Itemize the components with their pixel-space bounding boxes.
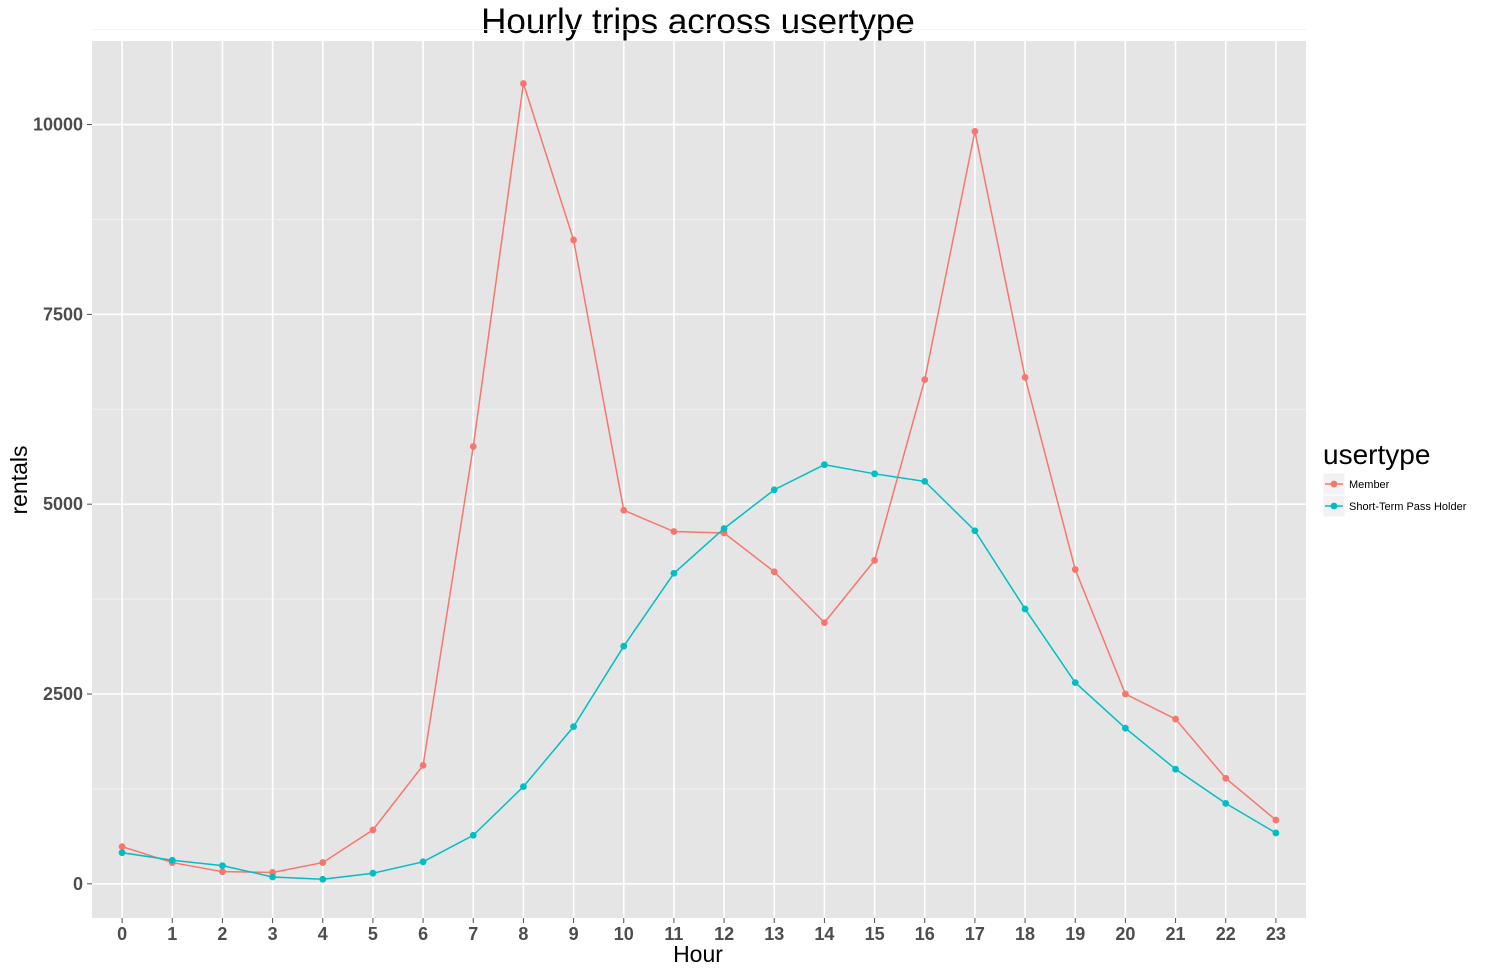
series-line-short-term-pass-holder	[121, 463, 1277, 881]
y-tick-label: 10000	[33, 115, 83, 135]
chart-title: Hourly trips across usertype	[481, 2, 915, 41]
data-point-short-term-pass-holder	[1021, 605, 1029, 613]
x-tick-label: 15	[865, 924, 885, 944]
data-point-short-term-pass-holder	[770, 486, 778, 494]
x-tick-label: 9	[569, 924, 579, 944]
data-point-short-term-pass-holder	[419, 858, 427, 866]
data-point-short-term-pass-holder	[821, 461, 828, 469]
x-tick-label: 3	[268, 924, 278, 944]
x-tick-label: 8	[518, 924, 528, 944]
data-point-member	[520, 80, 527, 87]
x-tick-label: 6	[418, 924, 428, 944]
x-tick-label: 11	[664, 924, 683, 944]
data-point-member	[1021, 373, 1029, 381]
data-point-short-term-pass-holder	[269, 873, 276, 881]
data-point-short-term-pass-holder	[1071, 679, 1079, 687]
data-point-member	[219, 868, 226, 876]
data-point-member	[118, 843, 126, 851]
data-point-member	[1122, 690, 1129, 698]
legend-key-point	[1330, 480, 1338, 488]
data-point-short-term-pass-holder	[369, 869, 377, 877]
data-point-short-term-pass-holder	[570, 723, 577, 731]
x-tick-label: 5	[368, 924, 378, 944]
x-tick-label: 0	[117, 924, 127, 944]
x-tick-label: 2	[217, 924, 227, 944]
data-point-member	[620, 506, 628, 514]
data-point-member	[1222, 774, 1230, 782]
x-tick-label: 10	[614, 924, 634, 944]
legend-title: usertype	[1323, 439, 1430, 470]
gridlines	[92, 29, 1306, 918]
x-tick-label: 23	[1266, 924, 1286, 944]
data-point-short-term-pass-holder	[1122, 724, 1129, 732]
x-tick-label: 20	[1115, 924, 1135, 944]
data-point-short-term-pass-holder	[469, 831, 477, 839]
x-tick-label: 7	[468, 924, 478, 944]
data-point-short-term-pass-holder	[921, 477, 929, 485]
data-point-short-term-pass-holder	[219, 862, 226, 870]
x-tick-label: 14	[814, 924, 834, 944]
data-point-member	[469, 443, 477, 450]
x-tick-label: 21	[1166, 924, 1186, 944]
x-tick-label: 13	[764, 924, 784, 944]
x-tick-label: 18	[1015, 924, 1035, 944]
data-point-short-term-pass-holder	[670, 569, 678, 577]
data-point-member	[921, 376, 929, 384]
data-point-short-term-pass-holder	[871, 470, 878, 478]
y-axis-ticks: 0 2500 5000 7500 10000	[33, 115, 92, 894]
data-point-member	[570, 236, 577, 244]
data-point-member	[1272, 816, 1280, 824]
x-axis-ticks: 0 1 2 3 4 5 6 7 8 9 10 11 12 13 14 15 16 17 18 19 20 21 22 23	[117, 918, 1286, 944]
series-line-member	[121, 83, 1277, 874]
x-axis-title: Hour	[673, 941, 723, 967]
data-point-short-term-pass-holder	[720, 525, 728, 532]
legend-label: Member	[1349, 479, 1390, 491]
legend: usertype Member Short-Term Pass Holder	[1322, 439, 1467, 518]
data-point-short-term-pass-holder	[168, 856, 176, 864]
x-tick-label: 16	[915, 924, 935, 944]
data-point-member	[1172, 715, 1179, 723]
x-tick-label: 4	[318, 924, 328, 944]
data-point-member	[1071, 566, 1079, 573]
series-layer	[118, 80, 1280, 883]
data-point-member	[871, 556, 878, 564]
data-point-member	[670, 528, 678, 535]
data-point-short-term-pass-holder	[118, 849, 126, 857]
data-point-short-term-pass-holder	[971, 527, 979, 535]
y-tick-label: 7500	[43, 304, 83, 324]
legend-label: Short-Term Pass Holder	[1349, 501, 1467, 513]
data-point-short-term-pass-holder	[1272, 829, 1280, 837]
y-tick-label: 2500	[43, 684, 83, 704]
data-point-member	[971, 127, 979, 135]
data-point-member	[369, 826, 377, 834]
data-point-short-term-pass-holder	[520, 783, 527, 791]
x-tick-label: 1	[167, 924, 177, 944]
data-point-member	[419, 761, 427, 769]
y-axis-title: rentals	[6, 445, 32, 514]
data-point-member	[821, 619, 828, 627]
y-tick-label: 0	[73, 874, 83, 894]
data-point-short-term-pass-holder	[620, 642, 628, 650]
data-point-member	[770, 568, 778, 576]
x-tick-label: 22	[1216, 924, 1236, 944]
data-point-short-term-pass-holder	[319, 875, 327, 883]
plot-panel	[92, 41, 1306, 918]
data-point-short-term-pass-holder	[1222, 799, 1230, 807]
x-tick-label: 12	[714, 924, 734, 944]
data-point-short-term-pass-holder	[1172, 765, 1179, 773]
x-tick-label: 19	[1065, 924, 1085, 944]
legend-key-point	[1330, 502, 1338, 510]
y-tick-label: 5000	[43, 494, 83, 514]
x-tick-label: 17	[965, 924, 985, 944]
data-point-member	[319, 859, 327, 866]
